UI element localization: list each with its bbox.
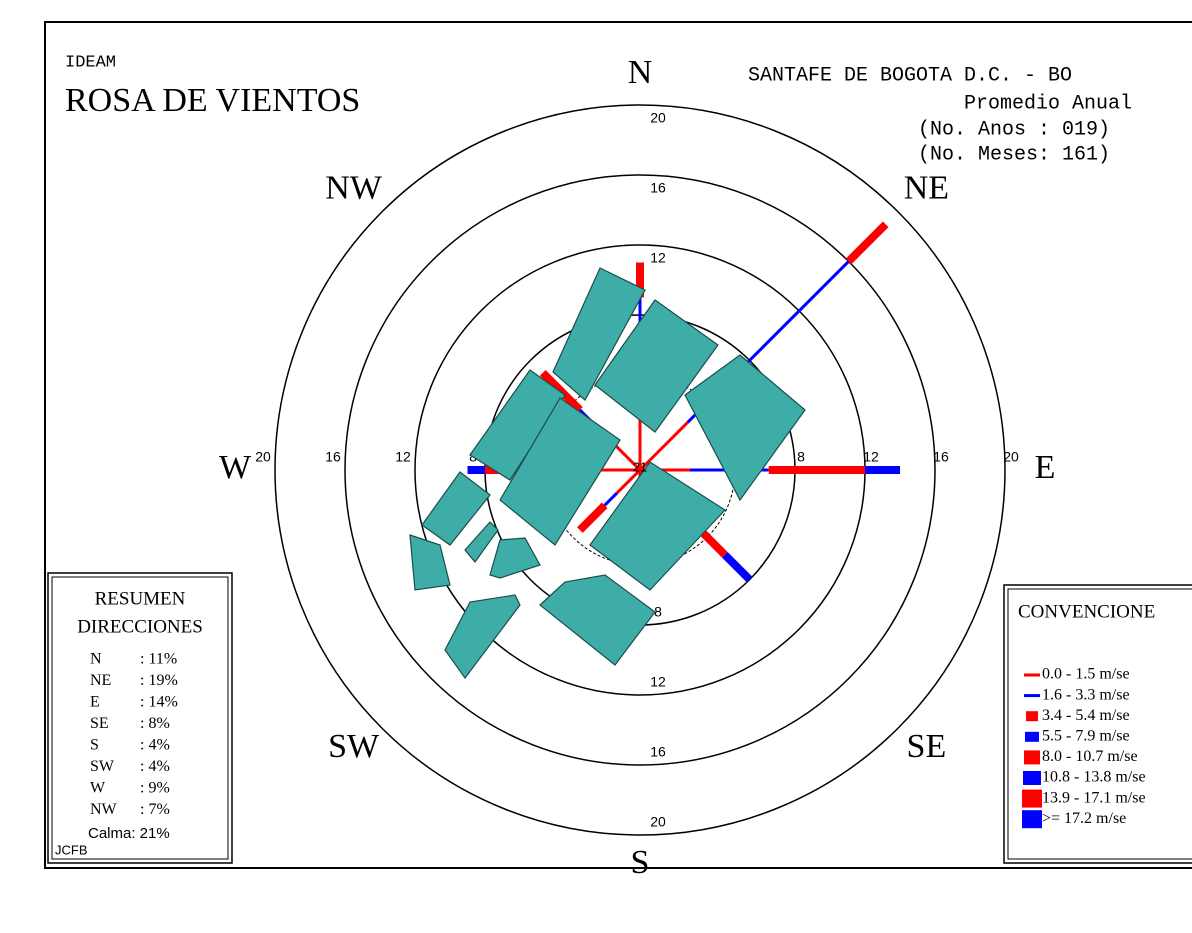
legend-label: 1.6 - 3.3 m/se: [1042, 686, 1130, 703]
frame: [44, 21, 1192, 869]
years: (No. Anos : 019): [918, 118, 1110, 141]
ring-label: 20: [1003, 449, 1019, 465]
ring-label: 16: [325, 449, 341, 465]
summary-direction: SW: [90, 758, 115, 775]
summary-direction: E: [90, 694, 100, 711]
ring-label: 16: [933, 449, 949, 465]
legend-border: [1007, 588, 1192, 860]
overlay-shape: [489, 537, 541, 579]
legend-swatch: [1024, 694, 1040, 698]
legend-swatch: [1024, 673, 1040, 677]
wind-segment: [697, 527, 728, 558]
legend-title: CONVENCIONE: [1018, 601, 1155, 622]
legend-label: 3.4 - 5.4 m/se: [1042, 707, 1130, 724]
legend-swatch: [1024, 750, 1040, 765]
direction-label: NW: [325, 169, 383, 206]
summary-direction: W: [90, 780, 106, 797]
months: (No. Meses: 161): [918, 143, 1110, 166]
overlay-shape: [594, 299, 719, 433]
ring-label: 12: [650, 674, 666, 690]
overlay-shape: [539, 574, 656, 666]
legend-label: 0.0 - 1.5 m/se: [1042, 666, 1130, 683]
ring-label: 20: [650, 814, 666, 830]
direction-label: E: [1035, 449, 1056, 486]
ring-label: 16: [650, 744, 666, 760]
summary-percent: : 7%: [140, 801, 170, 818]
summary-percent: : 4%: [140, 758, 170, 775]
legend-label: 13.9 - 17.1 m/se: [1042, 789, 1146, 806]
summary-calm: Calma: 21%: [88, 825, 170, 842]
direction-label: SE: [907, 728, 947, 765]
legend-label: 5.5 - 7.9 m/se: [1042, 727, 1130, 744]
overlay-shape: [469, 369, 566, 481]
ring-label: 20: [650, 110, 666, 126]
subtitle: Promedio Anual: [964, 92, 1132, 115]
legend-swatch: [1025, 731, 1039, 742]
legend-swatch: [1022, 810, 1042, 829]
wind-segment: [615, 468, 642, 495]
direction-label: SW: [328, 728, 380, 765]
chart-title: ROSA DE VIENTOS: [65, 82, 360, 119]
summary-percent: : 11%: [140, 651, 177, 668]
summary-title: RESUMEN: [95, 588, 186, 609]
rose: 8888121212121616161620202020NNEESESSWWNW: [219, 54, 1055, 881]
ring-label: 12: [650, 250, 666, 266]
author: JCFB: [55, 842, 88, 857]
wind-segment: [638, 421, 689, 472]
summary-border: [51, 576, 229, 860]
ring-label: 8: [797, 449, 805, 465]
station: SANTAFE DE BOGOTA D.C. - BO: [748, 64, 1072, 87]
ring: [344, 174, 936, 766]
wind-segment: [603, 491, 619, 507]
summary-percent: : 14%: [140, 694, 178, 711]
overlay-shape: [499, 397, 621, 546]
overlay-shape: [684, 354, 806, 502]
calm-label: 21: [633, 459, 647, 474]
summary-percent: : 8%: [140, 715, 170, 732]
summary-direction: N: [90, 651, 102, 668]
summary-title: DIRECCIONES: [77, 616, 203, 637]
summary-percent: : 4%: [140, 737, 170, 754]
overlay-shape: [444, 594, 521, 680]
summary-direction: S: [90, 737, 99, 754]
legend-swatch: [1023, 771, 1041, 785]
ring-label: 16: [650, 180, 666, 196]
direction-label: N: [628, 54, 653, 91]
legend-label: 8.0 - 10.7 m/se: [1042, 748, 1138, 765]
ring-label: 8: [654, 604, 662, 620]
summary-direction: NW: [90, 801, 118, 818]
overlay-shape: [421, 471, 491, 546]
summary-percent: : 9%: [140, 780, 170, 797]
overlay-shape: [589, 461, 726, 591]
overlay-shape: [552, 267, 646, 401]
wind-segment: [845, 221, 889, 265]
legend-label: >= 17.2 m/se: [1042, 810, 1126, 827]
summary-direction: SE: [90, 715, 109, 732]
overlay-shape: [409, 534, 451, 591]
legend-swatch: [1026, 711, 1038, 722]
wind-segment: [722, 552, 753, 583]
ring-label: 20: [255, 449, 271, 465]
summary-border: [47, 572, 233, 864]
summary-box: RESUMEN DIRECCIONES: [47, 572, 233, 864]
ring-label: 12: [395, 449, 411, 465]
ring-label: 12: [863, 449, 879, 465]
direction-label: W: [219, 449, 252, 486]
obstructions: [409, 267, 806, 680]
direction-label: NE: [904, 169, 949, 206]
summary-percent: : 19%: [140, 672, 178, 689]
ring: [274, 104, 1006, 836]
legend-label: 10.8 - 13.8 m/se: [1042, 769, 1146, 786]
direction-label: S: [631, 844, 650, 881]
agency: IDEAM: [65, 53, 116, 72]
wind-segment: [539, 369, 583, 413]
wind-segment: [577, 502, 608, 533]
overlay-shape: [464, 521, 499, 563]
legend-swatch: [1022, 789, 1042, 808]
summary-direction: NE: [90, 672, 111, 689]
